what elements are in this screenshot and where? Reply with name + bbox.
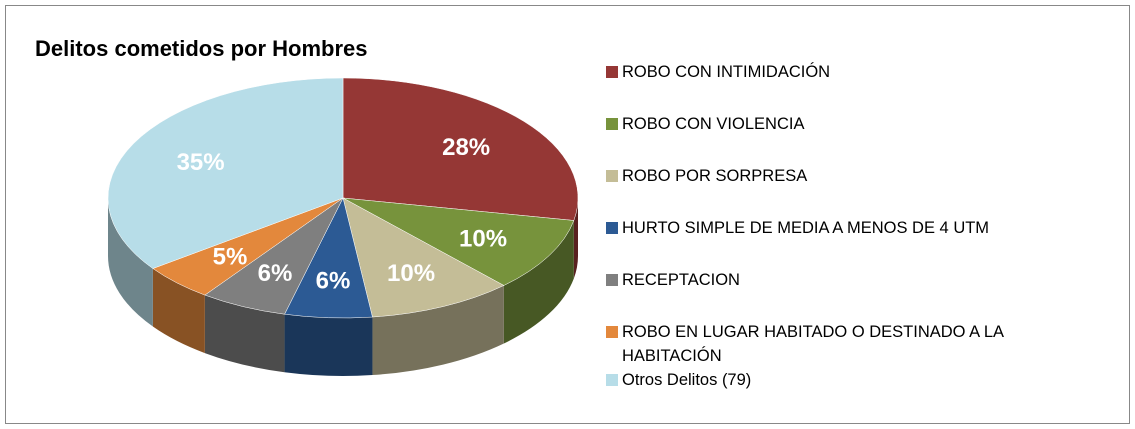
legend-item: ROBO CON INTIMIDACIÓN bbox=[606, 60, 1092, 84]
legend-label: HURTO SIMPLE DE MEDIA A MENOS DE 4 UTM bbox=[622, 219, 990, 237]
pie-slice bbox=[342, 197, 575, 286]
legend-label: ROBO CON VIOLENCIA bbox=[622, 115, 805, 133]
legend-swatch bbox=[606, 66, 618, 78]
legend-label: RECEPTACION bbox=[622, 271, 740, 289]
legend-item: ROBO POR SORPRESA bbox=[606, 164, 1092, 188]
legend-label: ROBO EN LUGAR HABITADO O DESTINADO A LA … bbox=[622, 323, 1004, 365]
pie-side bbox=[284, 314, 373, 376]
pie-slice bbox=[342, 197, 505, 318]
data-label: 10% bbox=[459, 225, 507, 252]
pie-slice bbox=[342, 77, 579, 221]
legend-item: HURTO SIMPLE DE MEDIA A MENOS DE 4 UTM bbox=[606, 216, 1092, 240]
data-label: 10% bbox=[387, 260, 435, 287]
legend-item: ROBO CON VIOLENCIA bbox=[606, 112, 1092, 136]
legend: ROBO CON INTIMIDACIÓN ROBO CON VIOLENCIA R… bbox=[606, 60, 1092, 392]
legend-item: ROBO EN LUGAR HABITADO O DESTINADO A LA … bbox=[606, 320, 1092, 368]
data-label: 35% bbox=[177, 149, 225, 176]
legend-swatch bbox=[606, 274, 618, 286]
legend-swatch bbox=[606, 374, 618, 386]
data-label: 28% bbox=[442, 134, 490, 161]
pie-side bbox=[108, 198, 153, 327]
legend-item: Otros Delitos (79) bbox=[606, 368, 1092, 392]
legend-item: RECEPTACION bbox=[606, 268, 1092, 292]
data-label: 6% bbox=[316, 267, 351, 294]
legend-swatch bbox=[606, 170, 618, 182]
legend-swatch bbox=[606, 326, 618, 338]
legend-swatch bbox=[606, 222, 618, 234]
pie-slice bbox=[107, 77, 344, 269]
legend-label: Otros Delitos (79) bbox=[622, 371, 752, 389]
data-label: 5% bbox=[213, 244, 248, 271]
chart-title: Delitos cometidos por Hombres bbox=[35, 36, 368, 61]
legend-label: ROBO POR SORPRESA bbox=[622, 167, 808, 185]
legend-label: ROBO CON INTIMIDACIÓN bbox=[622, 63, 831, 81]
pie-side bbox=[372, 285, 504, 376]
pie-side bbox=[204, 295, 285, 373]
data-label: 6% bbox=[258, 260, 293, 287]
legend-swatch bbox=[606, 118, 618, 130]
pie-side bbox=[503, 220, 574, 344]
pie-side bbox=[152, 268, 205, 354]
